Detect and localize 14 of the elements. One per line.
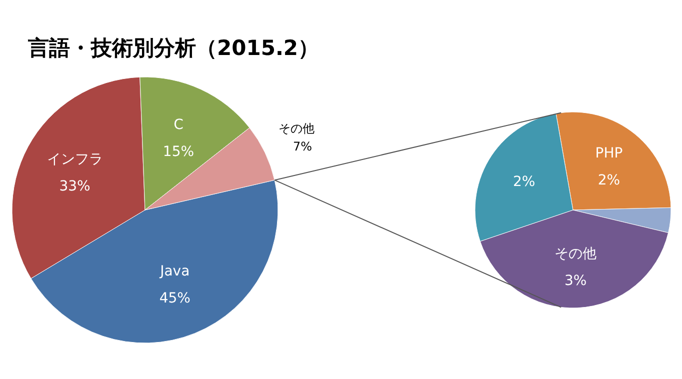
slice-label: その他 bbox=[278, 122, 315, 136]
data-label: 33% bbox=[59, 178, 90, 194]
slice-label: PHP bbox=[595, 145, 623, 162]
data-label: 3% bbox=[564, 273, 587, 290]
data-label: 7% bbox=[292, 140, 312, 154]
data-label: 2% bbox=[513, 174, 536, 190]
data-label: 45% bbox=[159, 290, 190, 306]
chart-title: 言語・技術別分析（2015.2） bbox=[27, 36, 320, 60]
slice-label: C bbox=[174, 116, 184, 133]
data-label: 2% bbox=[598, 172, 620, 188]
data-label: 15% bbox=[162, 144, 194, 160]
slice-label: インフラ bbox=[46, 151, 103, 168]
slice-label: その他 bbox=[554, 246, 597, 262]
slice-label: Java bbox=[159, 263, 190, 280]
